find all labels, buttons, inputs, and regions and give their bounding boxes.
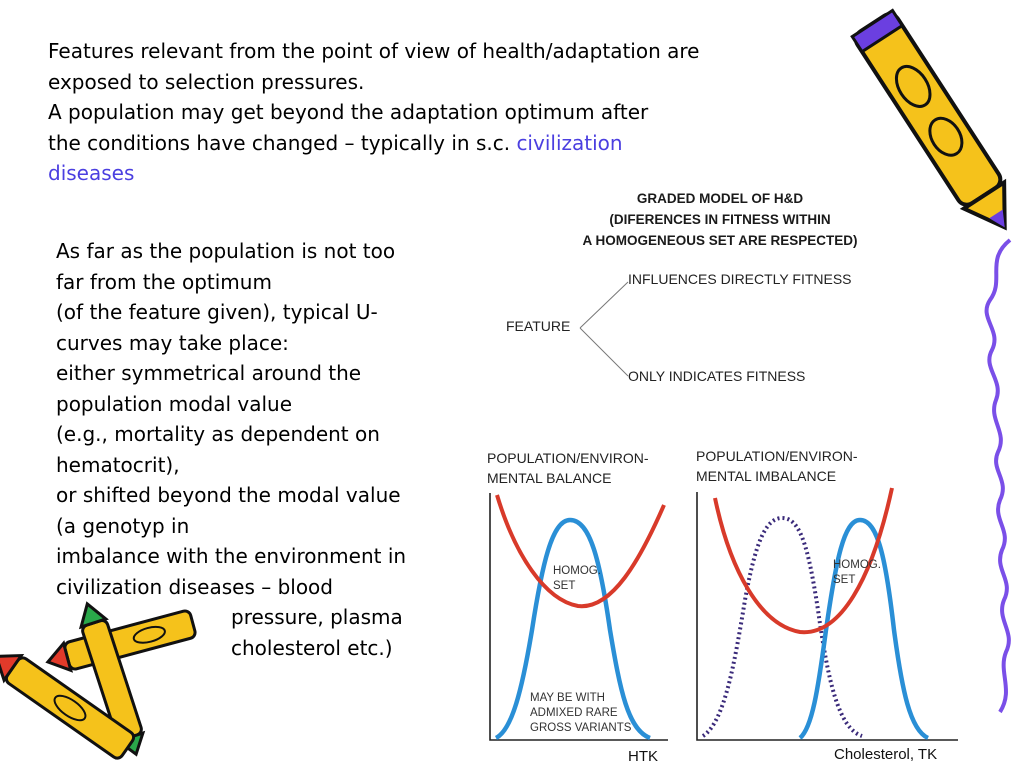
graded-model-title: GRADED MODEL OF H&D (DIFERENCES IN FITNE… — [540, 188, 900, 251]
body-line: (a genotyp in — [56, 513, 190, 538]
crayon-icon-top-right — [850, 8, 1007, 231]
tree-branch-influences: INFLUENCES DIRECTLY FITNESS — [628, 271, 852, 287]
tree-branch-line-bottom — [579, 327, 629, 377]
intro-line-2: exposed to selection pressures. — [48, 69, 365, 94]
left-u-curve — [495, 494, 666, 609]
tree-branch-line-top — [579, 281, 629, 329]
right-curve-label: HOMOG. SET — [833, 558, 881, 588]
intro-accent-diseases: diseases — [48, 161, 135, 185]
left-note-line-2: ADMIXED RARE — [530, 707, 618, 719]
left-note-line-1: MAY BE WITH — [530, 692, 605, 704]
body-line: either symmetrical around the — [56, 361, 362, 385]
graded-model-title-line-1: GRADED MODEL OF H&D — [636, 191, 804, 206]
body-line: As far as the population is not too — [56, 239, 396, 263]
left-panel-axes — [489, 493, 668, 741]
body-line: civilization diseases – blood — [56, 574, 333, 599]
body-line-indented: pressure, plasma — [231, 605, 403, 629]
body-paragraph: As far as the population is not too far … — [56, 236, 476, 663]
left-curve-label-line-1: HOMOG. — [553, 565, 601, 577]
graded-model-title-line-3: A HOMOGENEOUS SET ARE RESPECTED) — [582, 233, 858, 248]
intro-line-3: A population may get beyond the adaptati… — [48, 100, 649, 124]
intro-paragraph: Features relevant from the point of view… — [48, 36, 848, 189]
left-panel-title-line-2: MENTAL BALANCE — [487, 470, 612, 486]
right-panel-title-line-2: MENTAL IMBALANCE — [696, 468, 837, 484]
body-line: (e.g., mortality as dependent on — [56, 422, 380, 446]
right-panel-axes — [696, 492, 958, 741]
crayon-cluster-icon-bottom-left — [0, 601, 197, 760]
right-x-axis-label: Cholesterol, TK — [834, 746, 938, 763]
body-line: imbalance with the environment in — [56, 544, 407, 568]
right-panel-title-line-1: POPULATION/ENVIRON- — [696, 448, 858, 464]
body-line: far from the optimum — [56, 269, 272, 294]
intro-line-1: Features relevant from the point of view… — [48, 39, 700, 63]
tree-root-feature: FEATURE — [506, 318, 571, 334]
right-shifted-curve — [701, 515, 863, 738]
right-curve-label-line-1: HOMOG. — [833, 559, 881, 571]
tree-branch-indicates: ONLY INDICATES FITNESS — [628, 368, 806, 384]
body-line: hematocrit), — [56, 452, 180, 477]
left-note: MAY BE WITH ADMIXED RARE GROSS VARIANTS — [530, 691, 631, 736]
left-curve-label: HOMOG. SET — [553, 564, 601, 594]
left-x-axis-label: HTK — [628, 748, 658, 765]
left-population-curve — [494, 517, 651, 741]
left-panel-title-line-1: POPULATION/ENVIRON- — [487, 450, 649, 466]
body-line: population modal value — [56, 391, 292, 416]
intro-line-4: the conditions have changed – typically … — [48, 130, 517, 155]
left-curve-label-line-2: SET — [553, 580, 576, 592]
intro-accent-civilization: civilization — [516, 130, 623, 155]
right-curve-label-line-2: SET — [833, 574, 856, 586]
squiggle-decoration — [984, 238, 1012, 714]
left-note-line-3: GROSS VARIANTS — [530, 722, 632, 734]
body-line-indented: cholesterol etc.) — [231, 635, 393, 660]
body-line: curves may take place: — [56, 330, 289, 355]
right-u-curve — [713, 487, 894, 635]
body-line: or shifted beyond the modal value — [56, 483, 401, 507]
right-panel-title: POPULATION/ENVIRON- MENTAL IMBALANCE — [696, 446, 858, 486]
graded-model-title-line-2: (DIFERENCES IN FITNESS WITHIN — [609, 212, 831, 227]
right-population-curve — [798, 517, 930, 741]
body-line: (of the feature given), typical U- — [56, 300, 378, 324]
left-panel-title: POPULATION/ENVIRON- MENTAL BALANCE — [487, 448, 649, 488]
